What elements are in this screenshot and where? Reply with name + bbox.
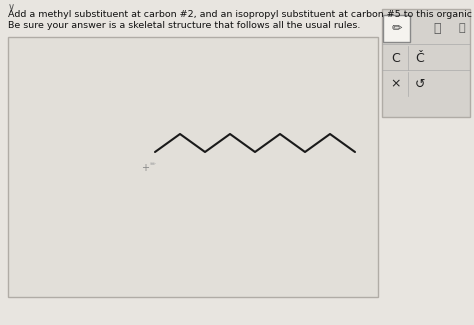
FancyBboxPatch shape [8,37,378,297]
Text: ×: × [391,77,401,90]
FancyBboxPatch shape [383,15,410,42]
FancyBboxPatch shape [382,9,470,117]
Text: ✋: ✋ [459,23,465,33]
Text: ✏: ✏ [150,161,156,167]
Text: Č: Č [416,51,424,64]
Text: ∨: ∨ [8,2,15,12]
Text: Be sure your answer is a skeletal structure that follows all the usual rules.: Be sure your answer is a skeletal struct… [8,21,360,30]
Text: ✏: ✏ [391,22,402,35]
Text: +: + [141,163,149,173]
Text: Add a methyl substituent at carbon #2, and an isopropyl substituent at carbon #5: Add a methyl substituent at carbon #2, a… [8,10,474,19]
Text: C: C [392,51,401,64]
Text: ⎌: ⎌ [433,22,441,35]
Text: ↺: ↺ [415,77,425,90]
